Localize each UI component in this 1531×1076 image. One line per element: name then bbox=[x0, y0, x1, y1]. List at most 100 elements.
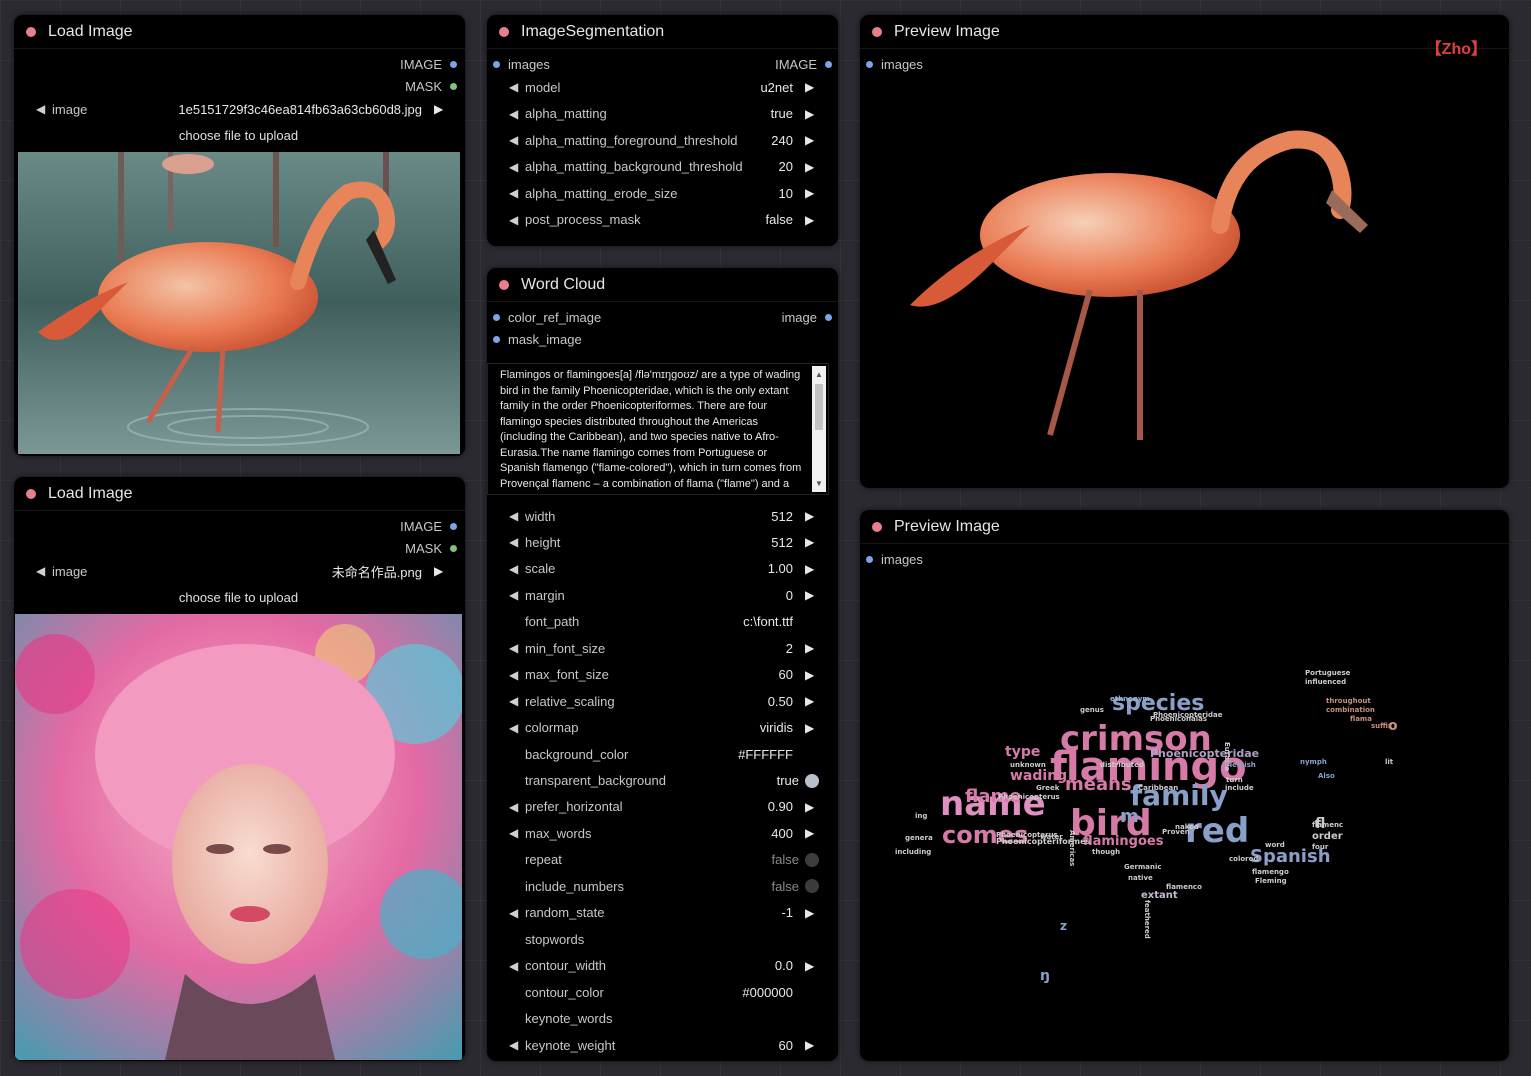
output-image-slot[interactable]: IMAGE bbox=[400, 519, 457, 534]
node-title-bar[interactable]: Preview Image bbox=[860, 510, 1509, 544]
input-color-ref-image-slot[interactable]: color_ref_image bbox=[493, 310, 601, 325]
left-arrow-icon[interactable]: ◀ bbox=[509, 799, 519, 814]
widget-include-numbers[interactable]: include_numbers false bbox=[509, 874, 819, 898]
slot-dot-icon[interactable] bbox=[866, 61, 873, 68]
output-image-slot[interactable]: image bbox=[782, 310, 832, 325]
left-arrow-icon[interactable]: ◀ bbox=[509, 509, 519, 523]
left-arrow-icon[interactable]: ◀ bbox=[509, 133, 519, 147]
output-image-slot[interactable]: IMAGE bbox=[775, 57, 832, 72]
right-arrow-icon[interactable]: ▶ bbox=[434, 102, 444, 116]
widget-transparent-background[interactable]: transparent_background true bbox=[509, 769, 819, 793]
collapse-dot-icon[interactable] bbox=[872, 521, 882, 532]
scroll-down-icon[interactable]: ▼ bbox=[815, 478, 823, 488]
slot-dot-icon[interactable] bbox=[450, 523, 457, 530]
left-arrow-icon[interactable]: ◀ bbox=[509, 905, 519, 920]
right-arrow-icon[interactable]: ▶ bbox=[805, 561, 815, 576]
input-images-slot[interactable]: images bbox=[493, 57, 550, 72]
slot-dot-icon[interactable] bbox=[450, 83, 457, 90]
widget-prefer-horizontal[interactable]: ◀ prefer_horizontal 0.90 ▶ bbox=[509, 795, 819, 819]
node-title-bar[interactable]: Load Image bbox=[14, 477, 465, 511]
slot-dot-icon[interactable] bbox=[493, 336, 500, 343]
image-combo-widget[interactable]: ◀ image 1e5151729f3c46ea814fb63a63cb60d8… bbox=[36, 97, 448, 121]
right-arrow-icon[interactable]: ▶ bbox=[805, 186, 815, 200]
input-images-slot[interactable]: images bbox=[866, 552, 923, 567]
right-arrow-icon[interactable]: ▶ bbox=[805, 1038, 815, 1052]
widget-font-path[interactable]: font_path c:\font.ttf bbox=[509, 610, 819, 634]
left-arrow-icon[interactable]: ◀ bbox=[509, 1038, 519, 1052]
right-arrow-icon[interactable]: ▶ bbox=[805, 212, 815, 227]
output-image-slot[interactable]: IMAGE bbox=[400, 57, 457, 72]
right-arrow-icon[interactable]: ▶ bbox=[805, 641, 815, 656]
left-arrow-icon[interactable]: ◀ bbox=[509, 826, 519, 841]
slot-dot-icon[interactable] bbox=[493, 314, 500, 321]
left-arrow-icon[interactable]: ◀ bbox=[509, 561, 519, 576]
slot-dot-icon[interactable] bbox=[825, 314, 832, 321]
left-arrow-icon[interactable]: ◀ bbox=[36, 564, 46, 578]
widget-contour-width[interactable]: ◀ contour_width 0.0 ▶ bbox=[509, 954, 819, 978]
widget-alpha-matting-background-threshold[interactable]: ◀ alpha_matting_background_threshold 20 ▶ bbox=[509, 155, 819, 179]
image-combo-widget[interactable]: ◀ image 未命名作品.png ▶ bbox=[36, 559, 448, 583]
load-image-node-1[interactable]: Load Image IMAGE MASK ◀ image 1e5151729f… bbox=[14, 15, 465, 456]
left-arrow-icon[interactable]: ◀ bbox=[509, 667, 519, 682]
image-segmentation-node[interactable]: ImageSegmentation images IMAGE ◀ model u2n… bbox=[487, 15, 838, 246]
right-arrow-icon[interactable]: ▶ bbox=[805, 720, 815, 735]
slot-dot-icon[interactable] bbox=[825, 61, 832, 68]
slot-dot-icon[interactable] bbox=[493, 61, 500, 68]
input-images-slot[interactable]: images bbox=[866, 57, 923, 72]
slot-dot-icon[interactable] bbox=[450, 545, 457, 552]
widget-random-state[interactable]: ◀ random_state -1 ▶ bbox=[509, 901, 819, 925]
left-arrow-icon[interactable]: ◀ bbox=[509, 720, 519, 735]
left-arrow-icon[interactable]: ◀ bbox=[509, 641, 519, 656]
widget-relative-scaling[interactable]: ◀ relative_scaling 0.50 ▶ bbox=[509, 689, 819, 713]
right-arrow-icon[interactable]: ▶ bbox=[805, 588, 815, 603]
widget-max-words[interactable]: ◀ max_words 400 ▶ bbox=[509, 821, 819, 845]
widget-keynote-weight[interactable]: ◀ keynote_weight 60 ▶ bbox=[509, 1033, 819, 1057]
node-title-bar[interactable]: ImageSegmentation bbox=[487, 15, 838, 49]
left-arrow-icon[interactable]: ◀ bbox=[509, 694, 519, 709]
right-arrow-icon[interactable]: ▶ bbox=[805, 694, 815, 709]
right-arrow-icon[interactable]: ▶ bbox=[805, 106, 815, 121]
preview-image-node-1[interactable]: Preview Image 【Zho】 images bbox=[860, 15, 1509, 488]
right-arrow-icon[interactable]: ▶ bbox=[805, 905, 815, 920]
collapse-dot-icon[interactable] bbox=[499, 26, 509, 37]
left-arrow-icon[interactable]: ◀ bbox=[509, 186, 519, 200]
text-input-area[interactable]: Flamingos or flamingoes[a] /flə'mɪŋgoʊz/… bbox=[487, 363, 829, 495]
node-title-bar[interactable]: Preview Image bbox=[860, 15, 1509, 49]
widget-contour-color[interactable]: contour_color #000000 bbox=[509, 980, 819, 1004]
collapse-dot-icon[interactable] bbox=[26, 488, 36, 499]
widget-min-font-size[interactable]: ◀ min_font_size 2 ▶ bbox=[509, 636, 819, 660]
scroll-up-icon[interactable]: ▲ bbox=[815, 370, 823, 379]
left-arrow-icon[interactable]: ◀ bbox=[509, 159, 519, 174]
upload-button[interactable]: choose file to upload bbox=[178, 128, 299, 143]
widget-margin[interactable]: ◀ margin 0 ▶ bbox=[509, 583, 819, 607]
toggle-icon[interactable] bbox=[805, 852, 819, 867]
right-arrow-icon[interactable]: ▶ bbox=[434, 564, 444, 578]
right-arrow-icon[interactable]: ▶ bbox=[805, 958, 815, 973]
toggle-icon[interactable] bbox=[805, 879, 819, 894]
word-cloud-node[interactable]: Word Cloud color_ref_image mask_image im… bbox=[487, 268, 838, 1061]
widget-height[interactable]: ◀ height 512 ▶ bbox=[509, 530, 819, 554]
right-arrow-icon[interactable]: ▶ bbox=[805, 535, 815, 550]
collapse-dot-icon[interactable] bbox=[26, 26, 36, 37]
widget-model[interactable]: ◀ model u2net ▶ bbox=[509, 75, 819, 99]
output-mask-slot[interactable]: MASK bbox=[405, 541, 457, 556]
widget-post-process-mask[interactable]: ◀ post_process_mask false ▶ bbox=[509, 208, 819, 232]
right-arrow-icon[interactable]: ▶ bbox=[805, 159, 815, 174]
widget-alpha-matting-foreground-threshold[interactable]: ◀ alpha_matting_foreground_threshold 240 ▶ bbox=[509, 128, 819, 152]
widget-width[interactable]: ◀ width 512 ▶ bbox=[509, 504, 819, 528]
scrollbar[interactable]: ▲ ▼ bbox=[812, 366, 826, 492]
left-arrow-icon[interactable]: ◀ bbox=[509, 588, 519, 603]
slot-dot-icon[interactable] bbox=[450, 61, 457, 68]
widget-background-color[interactable]: background_color #FFFFFF bbox=[509, 742, 819, 766]
left-arrow-icon[interactable]: ◀ bbox=[509, 535, 519, 550]
widget-keynote-words[interactable]: keynote_words bbox=[509, 1007, 819, 1031]
collapse-dot-icon[interactable] bbox=[499, 279, 509, 290]
widget-alpha-matting[interactable]: ◀ alpha_matting true ▶ bbox=[509, 102, 819, 126]
node-title-bar[interactable]: Load Image bbox=[14, 15, 465, 49]
upload-button[interactable]: choose file to upload bbox=[178, 590, 299, 605]
left-arrow-icon[interactable]: ◀ bbox=[509, 106, 519, 121]
node-title-bar[interactable]: Word Cloud bbox=[487, 268, 838, 302]
left-arrow-icon[interactable]: ◀ bbox=[509, 212, 519, 227]
widget-max-font-size[interactable]: ◀ max_font_size 60 ▶ bbox=[509, 663, 819, 687]
widget-stopwords[interactable]: stopwords bbox=[509, 927, 819, 951]
